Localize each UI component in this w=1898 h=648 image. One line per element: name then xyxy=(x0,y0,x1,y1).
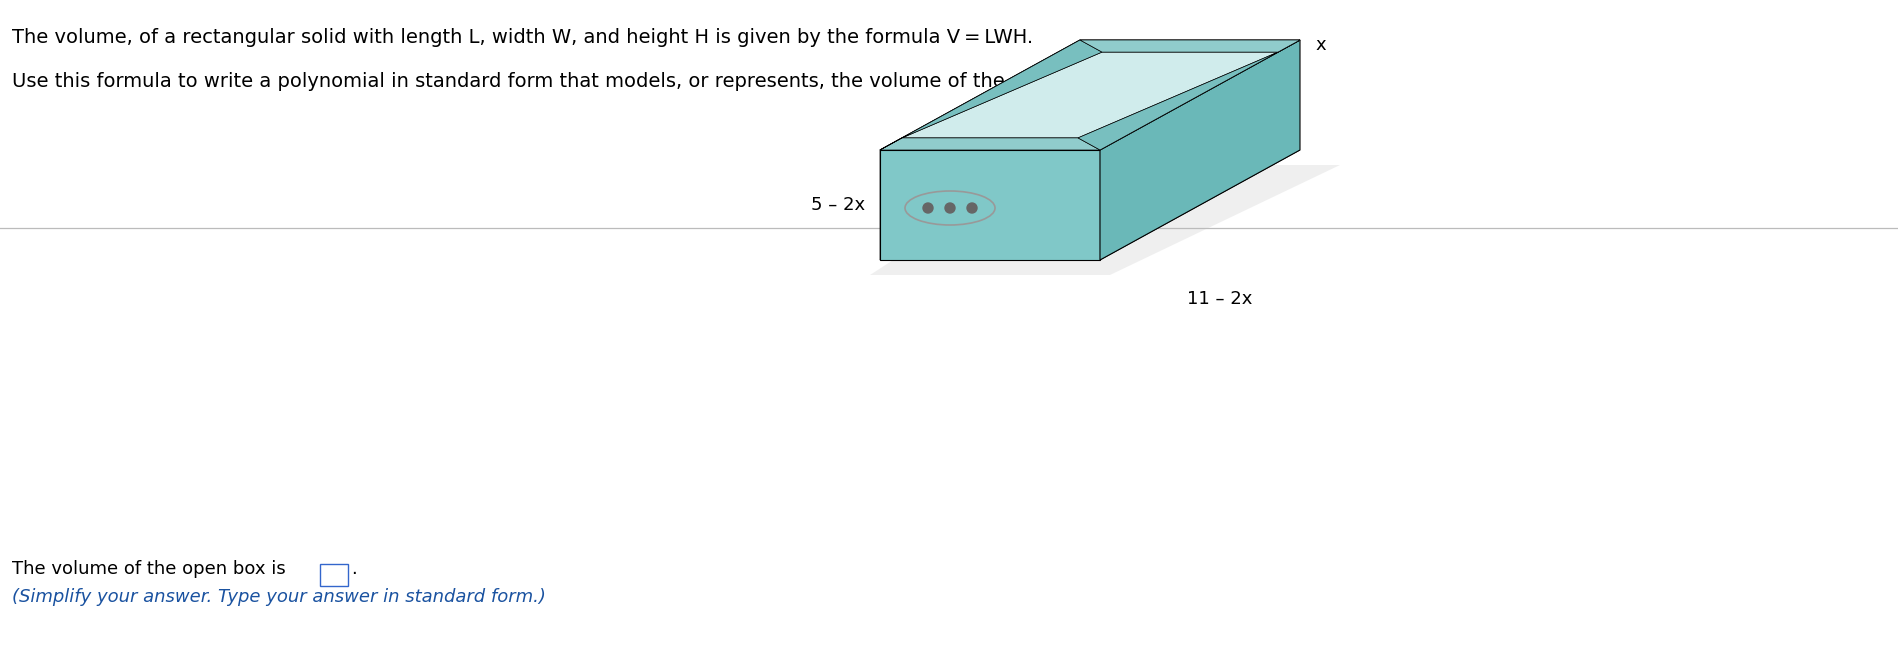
Text: x: x xyxy=(1313,36,1325,54)
Polygon shape xyxy=(879,40,1080,260)
Circle shape xyxy=(945,203,955,213)
FancyBboxPatch shape xyxy=(321,564,347,586)
Text: Use this formula to write a polynomial in standard form that models, or represen: Use this formula to write a polynomial i… xyxy=(11,72,1107,91)
Polygon shape xyxy=(879,40,1300,150)
Text: The volume of the open box is: The volume of the open box is xyxy=(11,560,285,578)
Circle shape xyxy=(966,203,976,213)
Polygon shape xyxy=(1099,40,1300,260)
Polygon shape xyxy=(879,150,1099,260)
Polygon shape xyxy=(879,150,1300,260)
Polygon shape xyxy=(1078,40,1300,150)
Polygon shape xyxy=(879,40,1101,150)
Circle shape xyxy=(922,203,932,213)
Text: (Simplify your answer. Type your answer in standard form.): (Simplify your answer. Type your answer … xyxy=(11,588,545,606)
Polygon shape xyxy=(1080,40,1300,52)
Polygon shape xyxy=(879,138,1099,150)
Polygon shape xyxy=(869,165,1340,275)
Text: 5 – 2x: 5 – 2x xyxy=(810,196,865,214)
Polygon shape xyxy=(902,52,1277,138)
Text: 11 – 2x: 11 – 2x xyxy=(1186,290,1253,308)
Text: The volume, of a rectangular solid with length L, width W, and height H is given: The volume, of a rectangular solid with … xyxy=(11,28,1033,47)
Text: .: . xyxy=(351,560,357,578)
